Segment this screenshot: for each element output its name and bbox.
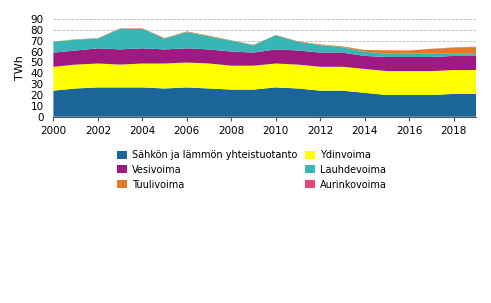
Legend: Sähkön ja lämmön yhteistuotanto, Vesivoima, Tuulivoima, Ydinvoima, Lauhdevoima, : Sähkön ja lämmön yhteistuotanto, Vesivoi… — [113, 146, 390, 194]
Y-axis label: TWh: TWh — [15, 55, 25, 80]
